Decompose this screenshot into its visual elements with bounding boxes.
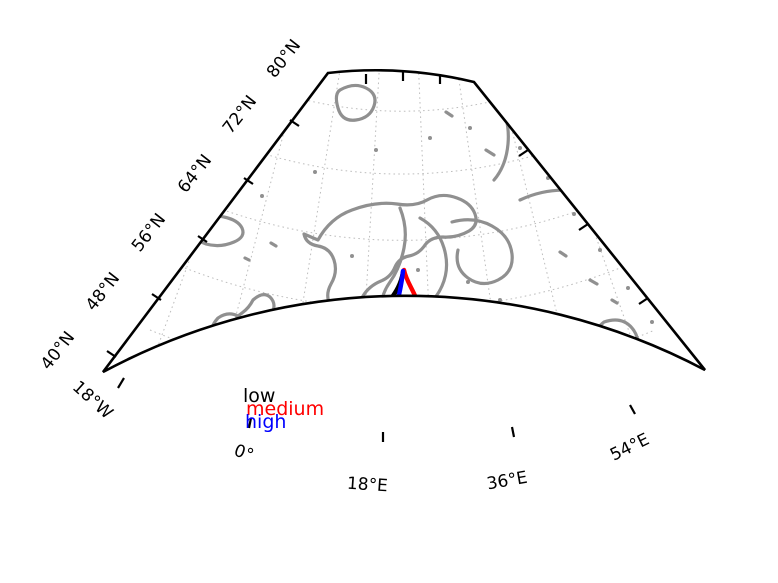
map-frame-border	[101, 69, 707, 374]
lon-tick-label-0: 0°	[231, 441, 256, 466]
lon-tick-label-18W: 18°W	[68, 377, 116, 423]
lat-tick-label-72: 72°N	[219, 92, 261, 138]
legend-item-high[interactable]: high	[245, 411, 286, 433]
lat-tick-label-64: 64°N	[174, 151, 216, 197]
lat-tick-label-80: 80°N	[263, 36, 305, 82]
legend-item-low[interactable]: low	[243, 385, 275, 407]
legend-item-medium[interactable]: medium	[246, 398, 324, 420]
lat-tick-label-48: 48°N	[82, 269, 124, 315]
lon-tick-label-36E: 36°E	[485, 468, 529, 495]
legend: low medium high	[243, 385, 324, 433]
lat-tick-label-56: 56°N	[128, 210, 170, 256]
lon-tick-label-54E: 54°E	[607, 430, 653, 466]
lat-tick-label-40: 40°N	[37, 328, 79, 374]
axis-tick-marks	[106, 71, 649, 442]
lon-tick-label-18E: 18°E	[346, 474, 388, 497]
longitude-tick-labels: 18°W 0° 18°E 36°E 54°E	[68, 377, 652, 496]
